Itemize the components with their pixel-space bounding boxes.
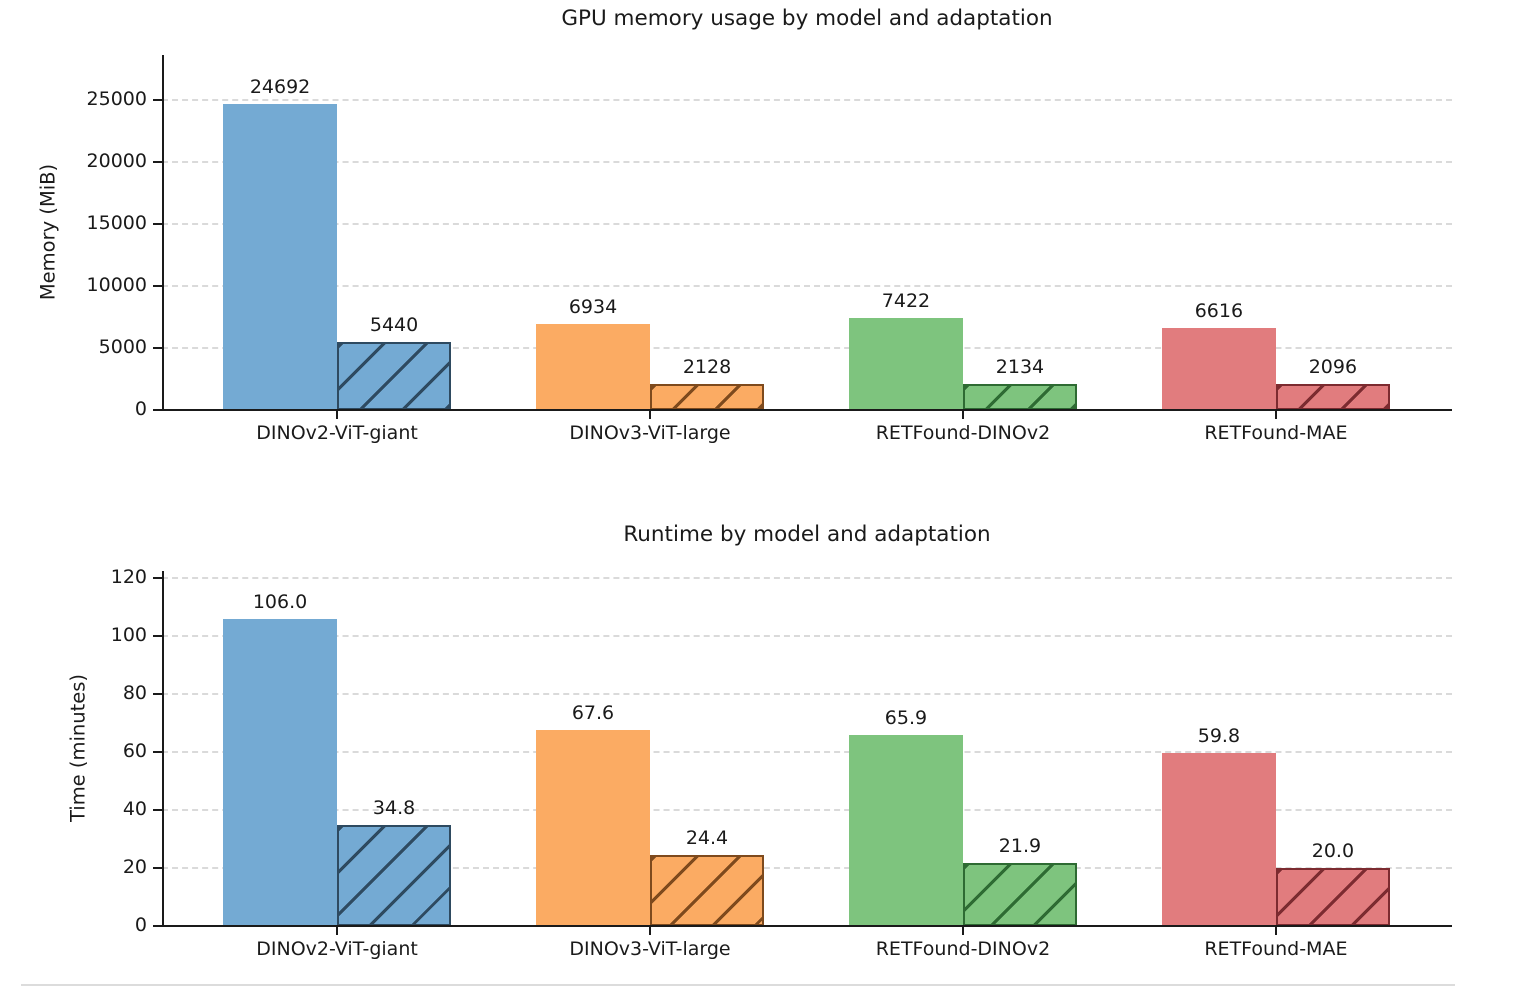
y-tick-label: 40 — [122, 798, 147, 821]
y-tick-label: 100 — [110, 624, 147, 647]
gridline — [162, 751, 1452, 754]
y-tick-mark — [153, 160, 162, 163]
y-tick-label: 5000 — [98, 335, 147, 358]
x-category-label: RETFound-DINOv2 — [875, 938, 1051, 960]
gridline — [162, 346, 1452, 349]
bar-value-label: 6616 — [1194, 299, 1244, 322]
x-tick-mark — [336, 926, 339, 935]
bar-solid — [536, 730, 650, 926]
y-tick-mark — [153, 925, 162, 928]
bar-solid — [536, 323, 650, 410]
y-tick-mark — [153, 809, 162, 812]
gridline — [162, 160, 1452, 163]
bar-value-label: 65.9 — [884, 707, 928, 730]
y-tick-mark — [153, 577, 162, 580]
x-axis-spine — [162, 925, 1452, 928]
gridline — [162, 867, 1452, 870]
y-tick-mark — [153, 409, 162, 412]
x-category-label: RETFound-MAE — [1204, 938, 1348, 960]
chart-title: Runtime by model and adaptation — [623, 522, 991, 547]
gridline — [162, 635, 1452, 638]
bar-value-label: 21.9 — [998, 834, 1042, 857]
bar-hatched — [962, 383, 1077, 410]
bar-value-label: 34.8 — [372, 797, 416, 820]
bar-solid — [848, 317, 963, 410]
y-tick-label: 80 — [122, 682, 147, 705]
y-tick-mark — [153, 222, 162, 225]
x-tick-mark — [336, 410, 339, 419]
y-tick-label: 20 — [122, 856, 147, 879]
bar-value-label: 5440 — [369, 314, 419, 337]
runtime-chart: Runtime by model and adaptation Time (mi… — [0, 516, 1523, 991]
y-tick-label: 60 — [122, 740, 147, 763]
bar-value-label: 2134 — [995, 355, 1045, 378]
bar-solid — [223, 103, 338, 410]
x-axis-spine — [162, 409, 1452, 412]
gridline — [162, 284, 1452, 287]
y-tick-mark — [153, 635, 162, 638]
bar-hatched — [650, 383, 764, 410]
bar-solid — [1161, 327, 1276, 410]
y-tick-mark — [153, 867, 162, 870]
gridline — [162, 577, 1452, 580]
x-tick-mark — [1274, 410, 1278, 419]
y-tick-mark — [153, 693, 162, 696]
y-axis-spine — [162, 55, 165, 410]
gridline — [162, 222, 1452, 225]
y-tick-mark — [153, 98, 162, 101]
y-tick-label: 20000 — [86, 149, 147, 172]
bar-value-label: 67.6 — [571, 702, 615, 725]
gridline — [162, 98, 1452, 101]
bar-hatched — [337, 342, 452, 410]
plot-area: 0 20 40 60 80 100 120 DINOv2-ViT-giant 106.0 34.8… — [0, 516, 1523, 991]
x-tick-mark — [1274, 926, 1278, 935]
x-category-label: DINOv2-ViT-giant — [256, 422, 418, 444]
chart-title: GPU memory usage by model and adaptation — [561, 6, 1053, 31]
y-axis-spine — [162, 571, 165, 926]
bar-value-label: 59.8 — [1197, 724, 1241, 747]
y-tick-label: 0 — [134, 914, 147, 936]
bar-value-label: 24.4 — [685, 827, 729, 850]
bar-solid — [223, 618, 338, 926]
y-tick-mark — [153, 346, 162, 350]
bar-solid — [848, 735, 963, 926]
bar-hatched — [337, 825, 452, 926]
bar-value-label: 7422 — [881, 289, 931, 312]
y-tick-label: 15000 — [86, 211, 147, 234]
y-tick-label: 0 — [134, 398, 147, 420]
gridline — [162, 693, 1452, 696]
memory-chart: GPU memory usage by model and adaptation… — [0, 0, 1523, 475]
gridline — [162, 809, 1452, 812]
y-tick-label: 25000 — [86, 87, 147, 110]
y-tick-mark — [153, 751, 162, 754]
bar-value-label: 20.0 — [1311, 840, 1355, 863]
x-tick-mark — [649, 410, 652, 419]
bar-value-label: 2128 — [682, 355, 732, 378]
bottom-divider — [21, 984, 1455, 986]
bar-hatched — [650, 855, 764, 926]
x-tick-mark — [961, 926, 965, 935]
y-tick-label: 120 — [110, 566, 147, 589]
x-category-label: DINOv3-ViT-large — [569, 938, 731, 960]
bar-value-label: 6934 — [568, 295, 618, 318]
y-tick-mark — [153, 284, 162, 288]
x-category-label: RETFound-DINOv2 — [875, 422, 1051, 444]
x-category-label: DINOv3-ViT-large — [569, 422, 731, 444]
bar-value-label: 24692 — [249, 75, 311, 98]
x-tick-mark — [649, 926, 652, 935]
bar-solid — [1161, 752, 1276, 926]
bar-hatched — [962, 862, 1077, 926]
bar-hatched — [1275, 383, 1390, 410]
y-tick-label: 10000 — [86, 273, 147, 296]
plot-area: 0 5000 10000 15000 20000 25000 DINOv2-ViT-gian… — [0, 0, 1523, 475]
x-category-label: RETFound-MAE — [1204, 422, 1348, 444]
x-category-label: DINOv2-ViT-giant — [256, 938, 418, 960]
bar-value-label: 2096 — [1308, 355, 1358, 378]
bar-hatched — [1275, 868, 1390, 926]
x-tick-mark — [961, 410, 965, 419]
bar-value-label: 106.0 — [252, 590, 308, 613]
